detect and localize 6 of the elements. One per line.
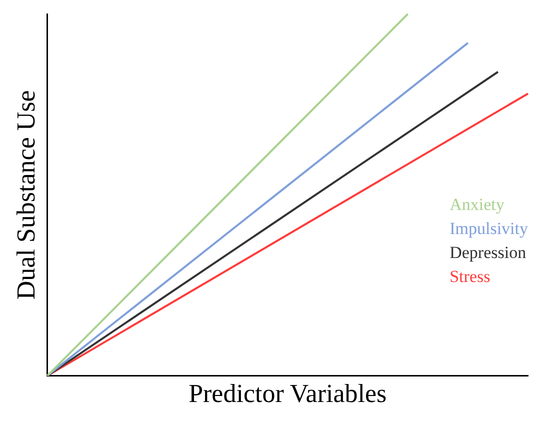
text: Depression — [450, 243, 527, 262]
text: Stress — [450, 267, 490, 286]
text: Impulsivity — [450, 219, 528, 238]
text: Anxiety — [450, 195, 505, 214]
x-axis-title: Predictor Variables — [188, 379, 387, 408]
y-axis-title: Dual Substance Use — [11, 90, 40, 300]
